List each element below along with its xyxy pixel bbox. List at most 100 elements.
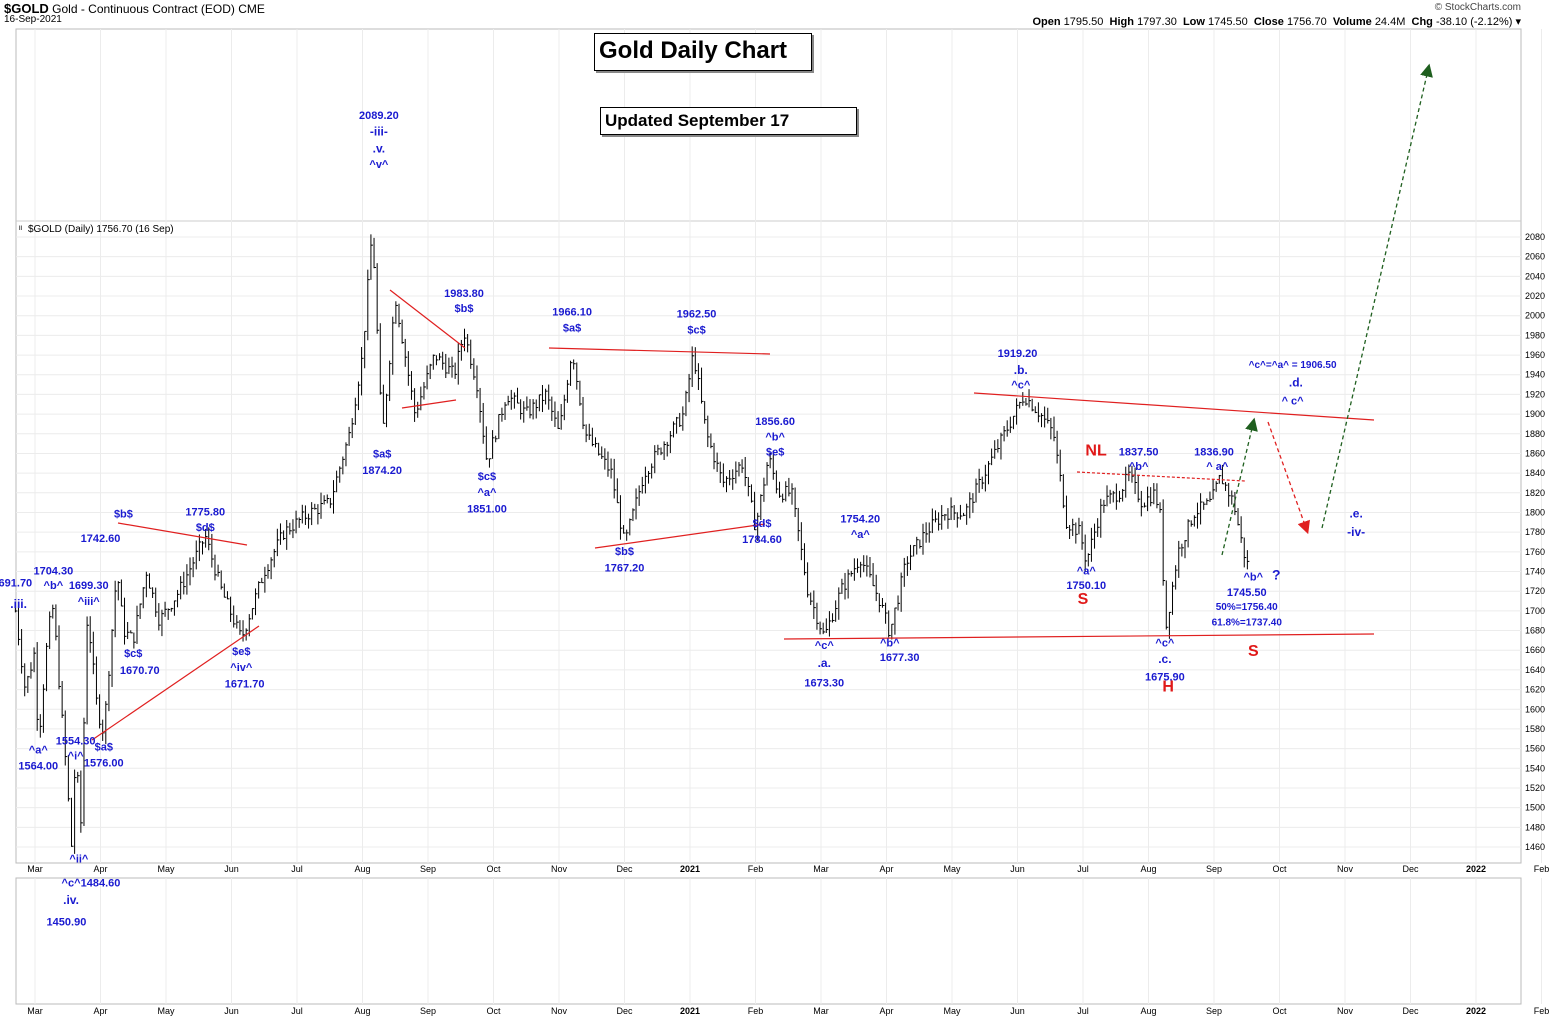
symbol-header: $GOLD Gold - Continuous Contract (EOD) C… — [4, 1, 265, 16]
wave-label: S — [1078, 591, 1089, 608]
trendline-wave4-lower — [91, 625, 260, 741]
wave-label: 1450.90 — [47, 917, 87, 929]
y-axis-ticks: 1460 1480 1500 1520 1540 1560 1580 1600 1620 1640… — [1525, 232, 1545, 852]
wave-label: 1754.20 — [840, 513, 880, 525]
wave-label: $d$ — [196, 522, 215, 534]
wave-label: 1962.50 — [677, 309, 717, 321]
y-tick-label: 2040 — [1525, 271, 1545, 281]
x-tick-label: Dec — [1402, 1006, 1419, 1016]
x-tick-label: May — [157, 864, 175, 874]
y-tick-label: 2080 — [1525, 232, 1545, 242]
y-tick-label: 1500 — [1525, 803, 1545, 813]
wave-label: 1750.10 — [1066, 580, 1106, 592]
dropdown-arrow-icon[interactable]: ▾ — [1515, 16, 1521, 28]
wave-label: ^a^ — [477, 487, 497, 499]
wave-label: 1983.80 — [444, 288, 484, 300]
wave-label: ^c^ — [1011, 380, 1031, 392]
wave-label: ^a^ — [851, 529, 871, 541]
wave-label: 1675.90 — [1145, 672, 1185, 684]
x-tick-label: Nov — [1337, 864, 1354, 874]
x-tick-label: Jul — [1077, 1006, 1089, 1016]
wave-label: 1874.20 — [362, 465, 402, 477]
wave-label: 1704.30 — [33, 565, 73, 577]
trendline-triangle-lower — [401, 399, 457, 409]
x-tick-label: Feb — [748, 1006, 764, 1016]
x-tick-label: Jun — [224, 864, 239, 874]
wave-label: 1767.20 — [605, 563, 645, 575]
x-tick-label: Jun — [224, 1006, 239, 1016]
stockcharts-watermark: © StockCharts.com — [1434, 2, 1521, 13]
trendlines — [91, 289, 1375, 741]
wave-label: ^b^ — [1244, 571, 1264, 583]
wave-label: $a$ — [563, 322, 581, 334]
y-tick-label: 2020 — [1525, 291, 1545, 301]
wave-label: 1856.60 — [755, 416, 795, 428]
wave-label: $a$ — [373, 448, 391, 460]
symbol-description: Gold - Continuous Contract (EOD) — [52, 2, 235, 16]
x-tick-label: Dec — [1402, 864, 1419, 874]
x-tick-label: Apr — [93, 1006, 107, 1016]
wave-label: .b. — [1014, 363, 1028, 377]
wave-label: ^b^ — [44, 580, 64, 592]
y-tick-label: 1480 — [1525, 822, 1545, 832]
wave-label: $d$ — [753, 518, 772, 530]
wave-label: ^v^ — [369, 159, 389, 171]
wave-label: ^iv^ — [230, 662, 253, 674]
x-tick-label: Apr — [879, 864, 893, 874]
ohlc-bars — [14, 234, 1250, 854]
wave-label: $b$ — [114, 508, 133, 520]
y-tick-label: 1800 — [1525, 507, 1545, 517]
y-tick-label: 1880 — [1525, 429, 1545, 439]
wave-label: 1837.50 — [1119, 446, 1159, 458]
neckline — [1076, 471, 1246, 482]
x-tick-label: Sep — [420, 864, 436, 874]
wave-label: .iv. — [63, 893, 79, 907]
y-tick-label: 1820 — [1525, 488, 1545, 498]
wave-label: ^i^ — [68, 750, 84, 762]
y-tick-label: 1920 — [1525, 389, 1545, 399]
wave-label: $b$ — [615, 546, 634, 558]
x-tick-label: Nov — [551, 1006, 568, 1016]
x-tick-label: Jul — [1077, 864, 1089, 874]
x-tick-label: Jul — [291, 864, 303, 874]
wave-label: $e$ — [766, 446, 784, 458]
x-tick-label: Dec — [616, 1006, 633, 1016]
y-tick-label: 2060 — [1525, 252, 1545, 262]
wave-label: 1484.60 — [81, 877, 121, 889]
x-tick-label: 2022 — [1466, 1006, 1486, 1016]
y-tick-label: 1700 — [1525, 606, 1545, 616]
symbol: $GOLD — [4, 1, 49, 16]
y-tick-label: 1660 — [1525, 645, 1545, 655]
trendline-triangle2-lower — [783, 633, 1375, 640]
open-value: 1795.50 — [1063, 16, 1104, 28]
high-value: 1797.30 — [1137, 16, 1177, 28]
wave-label: ^c^ — [62, 877, 82, 889]
x-tick-label: Apr — [879, 1006, 893, 1016]
chart-legend: $GOLD (Daily) 1756.70 (16 Sep) — [28, 224, 174, 235]
wave-label: ^ a^ — [1206, 461, 1229, 473]
wave-label: -iii- — [370, 125, 388, 139]
trendline-triangle-upper — [389, 289, 466, 349]
wave-label: 1784.60 — [742, 534, 782, 546]
x-tick-label: Feb — [748, 864, 764, 874]
wave-label: 1836.90 — [1194, 446, 1234, 458]
y-tick-label: 1640 — [1525, 665, 1545, 675]
wave-label: 1673.30 — [804, 678, 844, 690]
wave-label: $a$ — [95, 742, 113, 754]
low-value: 1745.50 — [1208, 16, 1248, 28]
quote-bar: Open 1795.50 High 1797.30 Low 1745.50 Cl… — [1032, 15, 1521, 28]
low-label: Low — [1182, 16, 1205, 28]
wave-label: 1670.70 — [120, 665, 160, 677]
legend-icon: ᴵᴵ — [19, 224, 23, 234]
wave-label: $e$ — [232, 646, 250, 658]
x-tick-label: 2022 — [1466, 864, 1486, 874]
chart-title: Gold Daily Chart — [594, 33, 812, 71]
wave-label: H — [1162, 679, 1174, 696]
x-tick-label: Nov — [551, 864, 568, 874]
wave-label: 61.8%=1737.40 — [1212, 618, 1283, 629]
wave-label: .d. — [1289, 376, 1303, 390]
y-tick-label: 1520 — [1525, 783, 1545, 793]
close-value: 1756.70 — [1286, 16, 1327, 28]
y-tick-label: 1900 — [1525, 409, 1545, 419]
volume-value: 24.4M — [1374, 16, 1406, 28]
